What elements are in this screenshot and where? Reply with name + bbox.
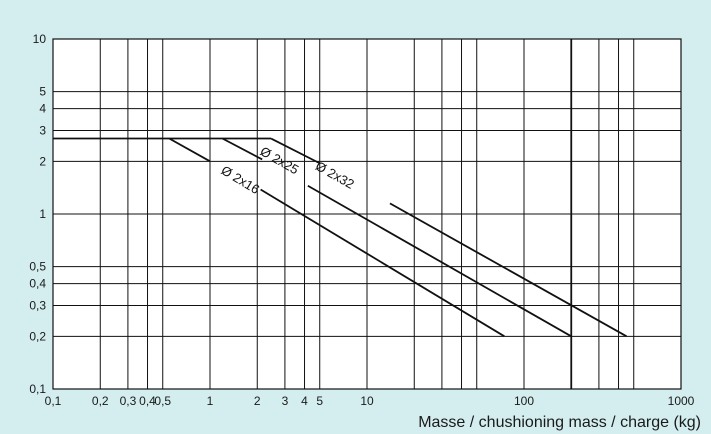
x-tick-label: 0,5 (154, 394, 171, 408)
series-line-2 (307, 184, 572, 338)
y-tick-label: 0,2 (29, 329, 46, 343)
x-tick-label: 0,2 (92, 394, 109, 408)
x-tick-label: 1 (207, 394, 214, 408)
y-tick-labels: 0,1 0,2 0,3 0,4 0,5 1 2 3 4 5 10 (29, 32, 46, 396)
y-tick-label: 5 (39, 85, 46, 99)
y-tick-label: 1 (39, 207, 46, 221)
x-tick-label: 100 (514, 394, 534, 408)
x-axis-label: Masse / chushioning mass / charge (kg) (418, 414, 701, 431)
x-tick-label: 5 (316, 394, 323, 408)
y-tick-label: 2 (39, 154, 46, 168)
series-line-1 (260, 188, 505, 338)
data-lines (53, 137, 627, 338)
y-tick-label: 0,3 (29, 299, 46, 313)
y-tick-label: 3 (39, 124, 46, 138)
x-tick-label: 3 (282, 394, 289, 408)
x-tick-label: 0,3 (120, 394, 137, 408)
series-line-3 (270, 137, 321, 165)
x-tick-label: 2 (254, 394, 261, 408)
x-tick-label: 4 (301, 394, 308, 408)
y-tick-label: 0,5 (29, 260, 46, 274)
y-tick-label: 0,1 (29, 382, 46, 396)
y-tick-label: 0,4 (29, 277, 46, 291)
x-tick-label: 1000 (668, 394, 695, 408)
series-line-2 (222, 137, 263, 161)
x-tick-labels: 0,1 0,2 0,3 0,40,5 1 2 3 4 5 10 100 1000 (45, 394, 695, 408)
y-tick-label: 10 (33, 32, 47, 46)
y-tick-label: 4 (39, 102, 46, 116)
plot-frame (52, 38, 682, 390)
grid-lines (53, 39, 681, 389)
x-tick-label: 0,4 (139, 394, 156, 408)
series-line-3 (389, 202, 627, 338)
x-tick-label: 0,1 (45, 394, 62, 408)
x-tick-label: 10 (360, 394, 374, 408)
series-line-1 (168, 137, 211, 163)
